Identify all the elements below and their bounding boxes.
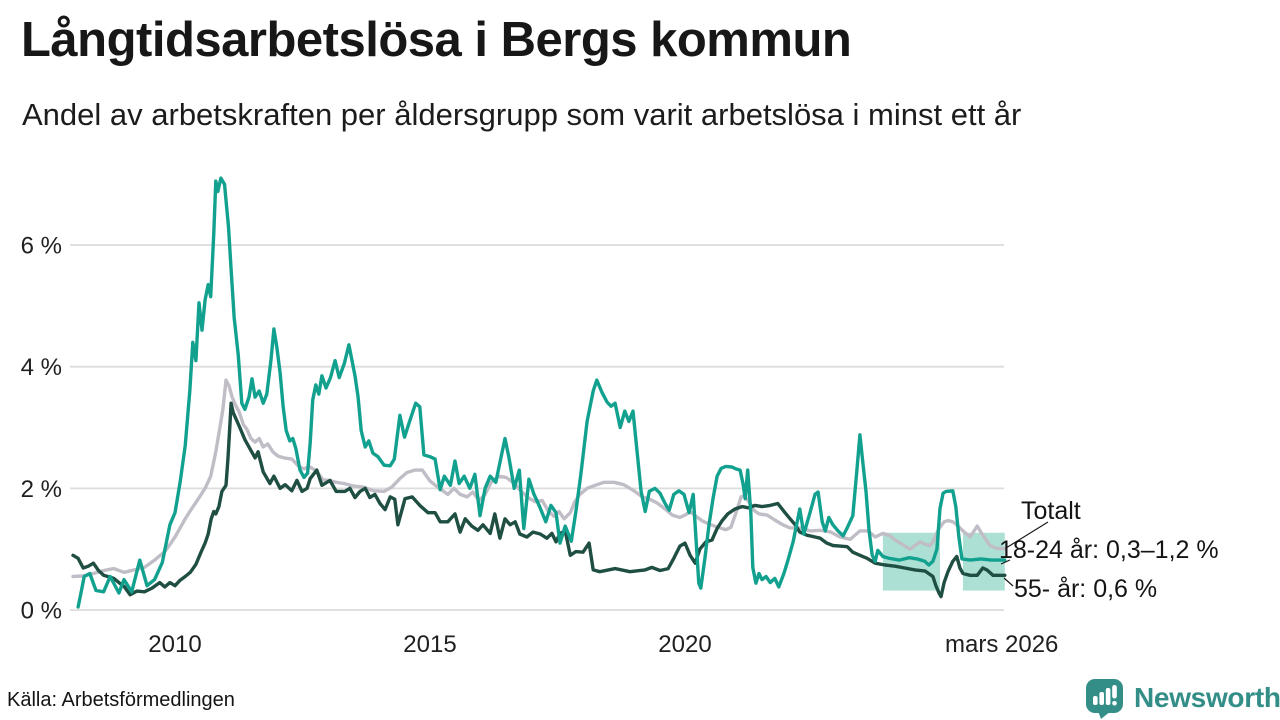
page-subtitle: Andel av arbetskraften per åldersgrupp s…: [22, 97, 1022, 132]
page-title: Långtidsarbetslösa i Bergs kommun: [21, 13, 852, 67]
annotation-leader-a1824: [1000, 559, 1011, 565]
annotation-leader-a55: [1003, 577, 1014, 587]
y-tick-label: 0 %: [21, 598, 62, 625]
annotation-leader-totalt: [1005, 521, 1049, 549]
x-tick-label: mars 2026: [945, 631, 1058, 658]
series-line-55: [71, 401, 1007, 599]
series-line-1824: [76, 176, 1007, 609]
annotation-label-a55: 55- år: 0,6 %: [1014, 575, 1157, 603]
annotation-label-totalt: Totalt: [1021, 497, 1081, 525]
source-note: Källa: Arbetsförmedlingen: [7, 689, 235, 711]
y-tick-label: 2 %: [21, 476, 62, 503]
newsworthy-brand-text: Newsworthy: [1134, 682, 1280, 713]
x-tick-label: 2015: [403, 631, 456, 658]
newsworthy-brand: Newsworthy: [1085, 678, 1280, 719]
x-tick-label: 2010: [148, 631, 201, 658]
annotation-label-a1824: 18-24 år: 0,3–1,2 %: [999, 536, 1219, 564]
y-tick-label: 6 %: [21, 233, 62, 260]
x-tick-label: 2020: [658, 631, 711, 658]
y-tick-label: 4 %: [21, 354, 62, 381]
newsworthy-logo-icon: [1086, 679, 1123, 719]
